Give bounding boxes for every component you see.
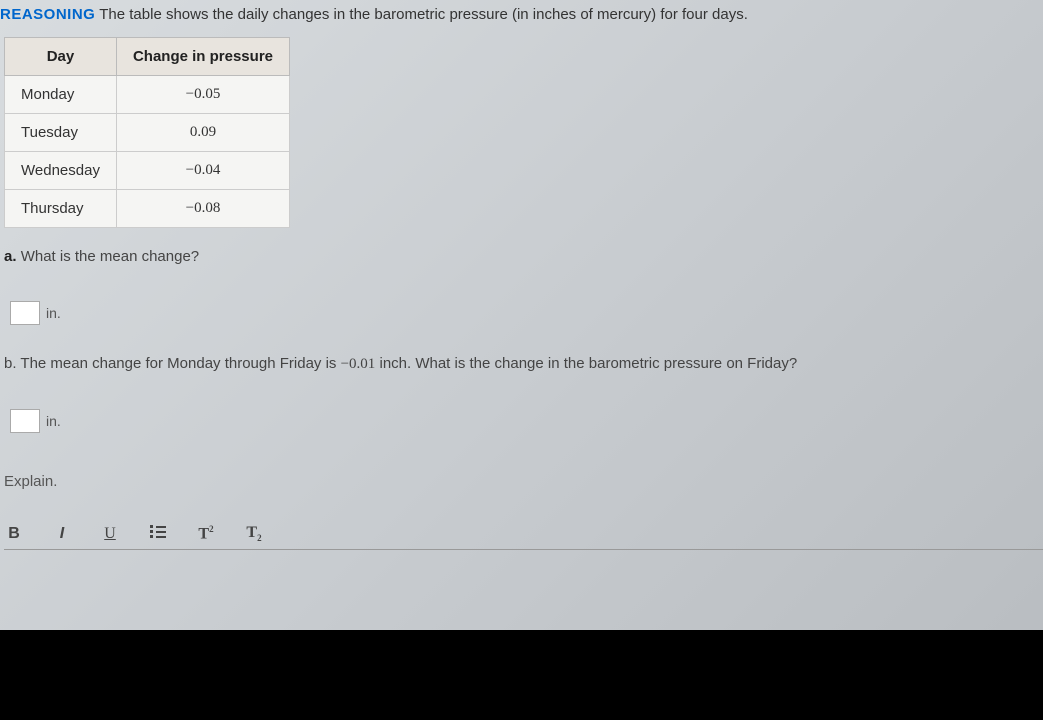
reasoning-label: REASONING: [0, 6, 95, 23]
day-cell: Wednesday: [5, 152, 117, 190]
day-cell: Thursday: [5, 190, 117, 228]
part-a-label: a.: [4, 248, 17, 265]
part-b-label: b.: [4, 355, 17, 372]
day-cell: Tuesday: [5, 114, 117, 152]
bottom-bar: [0, 630, 1043, 720]
table-row: Tuesday 0.09: [5, 114, 290, 152]
answer-b-input[interactable]: [10, 409, 40, 433]
table-row: Thursday −0.08: [5, 190, 290, 228]
bold-button[interactable]: B: [4, 525, 24, 543]
table-row: Wednesday −0.04: [5, 152, 290, 190]
value-cell: −0.05: [116, 76, 289, 114]
column-header-day: Day: [5, 38, 117, 76]
value-cell: −0.04: [116, 152, 289, 190]
question-b-value: −0.01: [341, 356, 376, 372]
question-a: a. What is the mean change?: [4, 248, 1043, 265]
answer-b-row: in.: [10, 409, 1043, 433]
day-cell: Monday: [5, 76, 117, 114]
unit-label-a: in.: [46, 305, 61, 321]
problem-statement: The table shows the daily changes in the…: [99, 6, 748, 23]
column-header-change: Change in pressure: [116, 38, 289, 76]
italic-button[interactable]: I: [52, 525, 72, 543]
editor-toolbar: B I U T2 T2: [4, 518, 1043, 550]
value-cell: −0.08: [116, 190, 289, 228]
table-row: Monday −0.05: [5, 76, 290, 114]
list-icon: [150, 524, 166, 538]
answer-a-input[interactable]: [10, 301, 40, 325]
problem-header: REASONING The table shows the daily chan…: [0, 6, 1043, 33]
worksheet-content: REASONING The table shows the daily chan…: [0, 0, 1043, 550]
superscript-button[interactable]: T2: [196, 524, 216, 543]
question-a-text: What is the mean change?: [21, 248, 199, 265]
question-b: b. The mean change for Monday through Fr…: [4, 355, 1043, 373]
explain-label: Explain.: [4, 473, 1043, 490]
question-b-prefix: The mean change for Monday through Frida…: [20, 355, 340, 372]
answer-a-row: in.: [10, 301, 1043, 325]
pressure-table: Day Change in pressure Monday −0.05 Tues…: [4, 37, 290, 228]
bullet-list-button[interactable]: [148, 524, 168, 543]
value-cell: 0.09: [116, 114, 289, 152]
subscript-button[interactable]: T2: [244, 524, 264, 543]
question-b-suffix: inch. What is the change in the barometr…: [375, 355, 797, 372]
unit-label-b: in.: [46, 413, 61, 429]
underline-button[interactable]: U: [100, 525, 120, 543]
